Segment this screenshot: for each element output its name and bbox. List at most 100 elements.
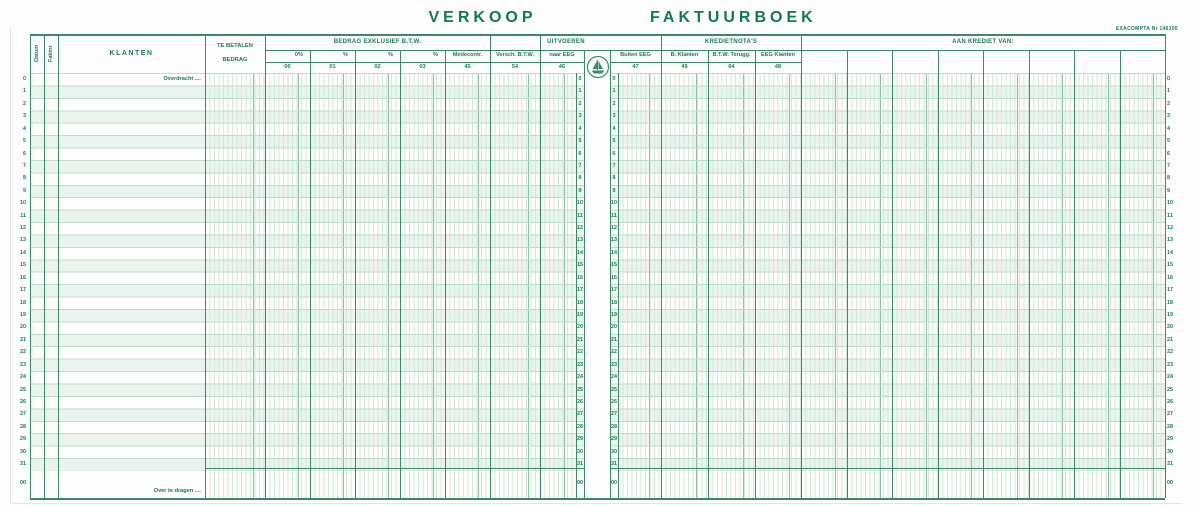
row-number: 21: [1167, 336, 1173, 343]
row-number: 25: [1167, 386, 1173, 393]
column-header-name: naar EEG: [549, 52, 575, 58]
row-number: 11: [1167, 212, 1173, 219]
header-rule: [610, 61, 801, 63]
row-number: 18: [611, 299, 617, 306]
column-group-header: BEDRAG EXKLUSIEF B.T.W.: [333, 39, 422, 45]
row-lines: [610, 73, 1165, 472]
row-number: 1: [23, 88, 26, 95]
row-number: 29: [20, 436, 26, 443]
header-rule: [205, 467, 584, 469]
row-number: 10: [611, 200, 617, 207]
row-number: 27: [1167, 411, 1173, 418]
row-number: 19: [611, 311, 617, 318]
row-number: 3: [612, 113, 616, 120]
row-number: 14: [20, 249, 26, 256]
column-rule: [584, 50, 585, 498]
row-number: 8: [612, 175, 616, 182]
page-title-verkoop: VERKOOP: [428, 9, 537, 26]
column-group-header: UITVOEREN: [547, 39, 585, 45]
column-header-code: 02: [374, 63, 381, 70]
row-number: 28: [577, 423, 583, 430]
row-number: 19: [577, 311, 583, 318]
row-number: 4: [23, 125, 26, 132]
form-reference-number: EXACOMPTA Nr 146105: [1115, 26, 1178, 32]
column-rule: [265, 34, 266, 498]
row-number: 11: [20, 212, 26, 219]
row-number: 5: [1167, 138, 1170, 145]
row-number: 31: [20, 461, 26, 468]
column-rule: [755, 50, 756, 498]
column-rule: [661, 34, 662, 498]
row-number: 1: [578, 88, 582, 95]
row-number: 20: [1167, 324, 1173, 331]
row-number: 19: [20, 311, 26, 318]
column-header-code: 48: [774, 63, 782, 70]
row-number: 25: [20, 386, 26, 393]
row-number: 10: [20, 200, 26, 207]
column-header-name: B.T.W. Terugg.: [712, 52, 751, 58]
column-header-name: EEG Klanten: [761, 52, 795, 58]
row-number: 2: [578, 100, 582, 107]
row-number: 15: [20, 262, 26, 269]
row-number: 25: [611, 386, 617, 393]
row-number: 6: [578, 150, 582, 157]
column-header-name: Medecontr.: [452, 52, 483, 58]
row-number: 9: [578, 187, 582, 194]
column-rule: [30, 34, 31, 498]
row-number: 22: [1167, 349, 1173, 356]
row-number: 24: [1167, 374, 1173, 381]
row-number: 30: [611, 448, 617, 455]
carry-over-label: Over te dragen ....: [153, 487, 201, 494]
row-number: 17: [1167, 287, 1173, 294]
row-number: 5: [578, 138, 582, 145]
row-number: 17: [611, 287, 617, 294]
column-group-header: AAN KREDIET VAN:: [952, 39, 1014, 45]
row-number: 9: [23, 187, 26, 194]
row-number: 3: [23, 113, 26, 120]
row-number: 10: [577, 200, 583, 207]
total-row-number: 00: [577, 480, 583, 487]
column-rule: [618, 73, 619, 498]
column-group-header: KREDIETNOTA'S: [704, 39, 758, 45]
row-number: 4: [578, 125, 582, 132]
row-number: 14: [577, 249, 583, 256]
row-number: 9: [1167, 187, 1170, 194]
row-number: 2: [612, 100, 616, 107]
row-number: 15: [1167, 262, 1173, 269]
row-lines: [30, 73, 584, 472]
row-number: 13: [20, 237, 26, 244]
total-row-number: 00: [611, 480, 617, 487]
row-number: 14: [1167, 249, 1173, 256]
row-number: 26: [20, 398, 26, 405]
row-number: 11: [577, 212, 583, 219]
row-number: 24: [611, 374, 617, 381]
row-number: 28: [1167, 423, 1173, 430]
row-number: 15: [577, 262, 583, 269]
row-number: 27: [577, 411, 583, 418]
publisher-stamp-icon: [586, 54, 610, 80]
row-number: 0: [23, 76, 26, 82]
row-number: 23: [1167, 361, 1173, 368]
row-number: 7: [612, 162, 616, 169]
row-number: 9: [612, 187, 616, 194]
row-number: 6: [612, 150, 616, 157]
row-number: 14: [611, 249, 617, 256]
column-header-name: Buiten EEG: [620, 52, 651, 58]
header-rule: [265, 61, 584, 63]
header-rule: [610, 467, 1165, 469]
row-number: 6: [23, 150, 26, 157]
column-header-name: Versch. B.T.W.: [496, 52, 534, 58]
column-rule: [205, 34, 206, 498]
row-number: 27: [611, 411, 617, 418]
header-rule: [265, 50, 1165, 51]
row-number: 20: [20, 324, 26, 331]
row-number: 7: [23, 162, 26, 169]
header-rule: [30, 34, 1165, 36]
column-rule: [400, 50, 401, 498]
row-number: 28: [611, 423, 617, 430]
row-number: 13: [577, 237, 583, 244]
row-number: 28: [20, 423, 26, 430]
row-number: 22: [20, 349, 26, 356]
column-rule: [892, 50, 893, 498]
